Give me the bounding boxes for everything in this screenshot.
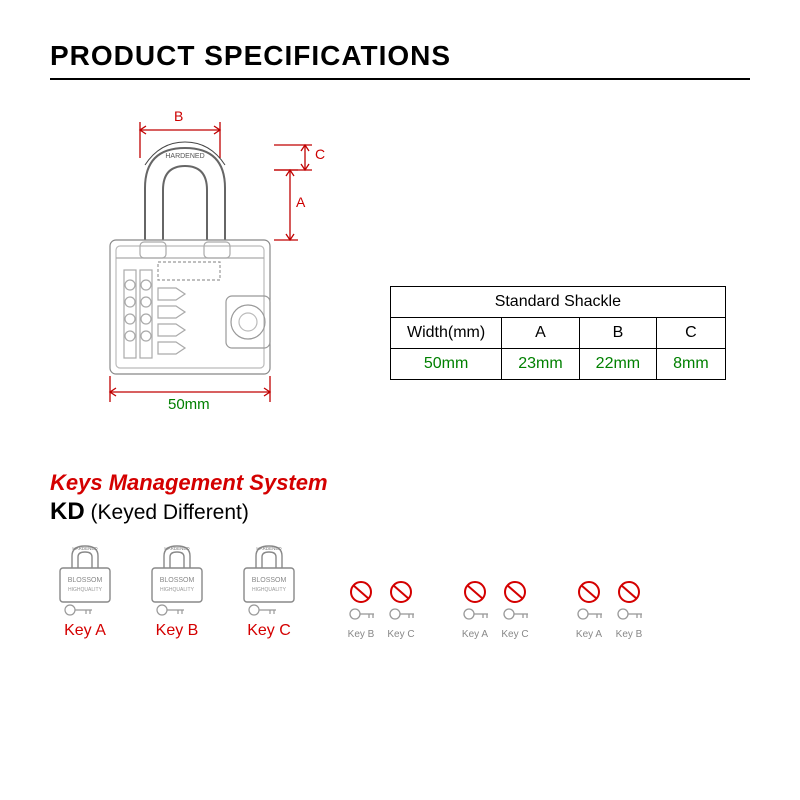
lock-label: Key A [50,622,120,640]
svg-text:BLOSSOM: BLOSSOM [68,577,103,584]
forbid-col: Key A [458,580,492,640]
forbid-label: Key C [498,629,532,640]
lock-icon: HARDENED BLOSSOM HIGHQUALITY [234,540,304,618]
lock-icon: HARDENED BLOSSOM HIGHQUALITY [142,540,212,618]
diagram-hardened-text: HARDENED [165,153,204,160]
lock-col-a: HARDENED BLOSSOM HIGHQUALITY Key A [50,540,120,640]
svg-text:BLOSSOM: BLOSSOM [252,577,287,584]
kd-line: KD (Keyed Different) [50,498,750,526]
svg-text:BLOSSOM: BLOSSOM [160,577,195,584]
dim-a-label: A [296,194,305,210]
forbidden-key-icon [384,580,418,624]
forbid-col: Key C [498,580,532,640]
forbidden-key-icon [612,580,646,624]
forbid-label: Key C [384,629,418,640]
kms-heading: Keys Management System [50,470,750,496]
kd-row: HARDENED BLOSSOM HIGHQUALITY Key A [50,540,750,640]
table-col-row: Width(mm) A B C [391,318,726,349]
forbidden-key-icon [498,580,532,624]
kd-code: KD [50,498,85,525]
table-header-span: Standard Shackle [391,287,726,318]
page-title: PRODUCT SPECIFICATIONS [50,40,750,80]
kms-section: Keys Management System KD (Keyed Differe… [50,470,750,640]
forbid-label: Key A [458,629,492,640]
svg-text:HIGHQUALITY: HIGHQUALITY [68,587,103,593]
svg-text:HIGHQUALITY: HIGHQUALITY [252,587,287,593]
table-val-row: 50mm 23mm 22mm 8mm [391,349,726,380]
forbidden-key-icon [344,580,378,624]
forbidden-key-icon [572,580,606,624]
svg-text:HARDENED: HARDENED [256,546,282,551]
svg-text:HARDENED: HARDENED [164,546,190,551]
dim-c-label: C [315,146,325,162]
forbid-group-1: Key B Key C [344,580,418,640]
lock-col-c: HARDENED BLOSSOM HIGHQUALITY Key C [234,540,304,640]
forbid-group-2: Key A Key C [458,580,532,640]
lock-label: Key C [234,622,304,640]
lock-diagram: HARDENED [50,110,350,410]
width-value-label: 50mm [168,396,210,413]
forbid-label: Key B [612,629,646,640]
svg-text:HIGHQUALITY: HIGHQUALITY [160,587,195,593]
forbid-col: Key B [344,580,378,640]
dim-b-label: B [174,108,183,124]
spec-top-row: HARDENED [50,110,750,410]
kd-desc: (Keyed Different) [91,501,249,524]
forbidden-key-icon [458,580,492,624]
svg-text:HARDENED: HARDENED [72,546,98,551]
forbid-col: Key C [384,580,418,640]
lock-label: Key B [142,622,212,640]
forbid-group-3: Key A Key B [572,580,646,640]
forbid-label: Key B [344,629,378,640]
lock-col-b: HARDENED BLOSSOM HIGHQUALITY Key B [142,540,212,640]
spec-table: Standard Shackle Width(mm) A B C 50mm 23… [390,286,726,380]
forbid-label: Key A [572,629,606,640]
lock-icon: HARDENED BLOSSOM HIGHQUALITY [50,540,120,618]
forbid-col: Key B [612,580,646,640]
forbid-col: Key A [572,580,606,640]
